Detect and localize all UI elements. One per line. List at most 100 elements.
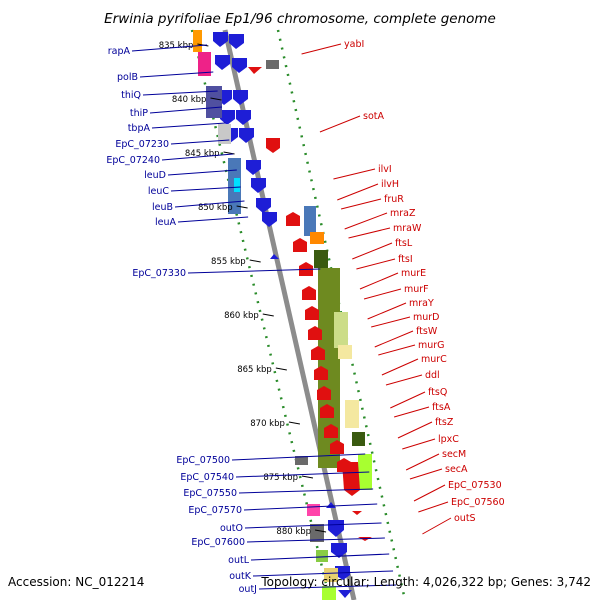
forward-gene-arrow <box>239 128 254 143</box>
right-gene-label: ilvH <box>381 179 399 190</box>
right-gene-label: mraY <box>409 298 434 309</box>
right-leader-line <box>409 468 443 480</box>
left-gene-label: outO <box>220 523 243 534</box>
left-gene-label: polB <box>117 72 138 83</box>
reverse-gene-arrow <box>324 424 338 438</box>
right-leader-line <box>397 421 433 439</box>
left-gene-label: leuD <box>144 170 166 181</box>
feature-block <box>206 86 222 118</box>
right-leader-line <box>356 258 396 270</box>
reverse-gene-arrow <box>330 440 344 454</box>
right-gene-label: ftsQ <box>428 387 447 398</box>
forward-gene-arrow <box>215 55 230 70</box>
feature-block <box>307 504 320 516</box>
forward-gene-arrow <box>213 32 228 47</box>
forward-gene-arrow <box>220 110 235 125</box>
right-gene-label: murC <box>421 354 447 365</box>
left-leader-line <box>161 153 234 161</box>
left-leader-line <box>142 90 218 96</box>
left-gene-label: tbpA <box>128 123 151 134</box>
left-leader-line <box>170 139 230 145</box>
feature-block <box>218 124 231 144</box>
reverse-gene-arrow <box>308 326 322 340</box>
reverse-gene-arrow <box>302 286 316 300</box>
kbp-tick-label: 865 kbp <box>237 365 272 375</box>
reverse-gene-arrow <box>286 212 300 226</box>
left-leader-line <box>170 186 241 192</box>
outer-dotted-circle <box>276 29 407 600</box>
gene-labels: rapA polB thiQ thiP tbpA EpC_07230 EpC_07240le… <box>106 39 504 595</box>
right-gene-label: EpC_07530 <box>448 480 502 491</box>
left-leader-line <box>177 216 249 223</box>
position-ticks: 835 kbp 840 kbp 845 kbp 850 kbp 855 kbp 860 k… <box>159 41 327 537</box>
kbp-tick-mark <box>210 97 222 101</box>
feature-block <box>266 60 279 69</box>
reverse-gene-arrow <box>305 306 319 320</box>
right-leader-line <box>367 302 407 320</box>
left-gene-label: EpC_07240 <box>106 155 160 166</box>
left-gene-label: EpC_07550 <box>183 488 237 499</box>
right-gene-label: ddl <box>425 370 440 381</box>
left-leader-line <box>149 106 222 114</box>
kbp-tick-mark <box>262 313 274 317</box>
right-gene-label: murE <box>401 268 426 279</box>
left-leader-line <box>250 553 390 561</box>
right-gene-label: ftsL <box>395 238 413 249</box>
feature-block <box>352 432 365 446</box>
right-gene-label: murF <box>404 284 429 295</box>
left-leader-line <box>252 570 394 577</box>
feature-block <box>234 178 240 192</box>
right-leader-line <box>319 115 361 133</box>
right-gene-label: ftsA <box>432 402 451 413</box>
right-gene-label: secA <box>445 464 468 475</box>
feature-block <box>334 312 348 348</box>
forward-gene-arrow <box>270 254 279 259</box>
left-leader-line <box>244 522 382 529</box>
map-title: Erwinia pyrifoliae Ep1/96 chromosome, co… <box>104 11 496 27</box>
kbp-tick-mark <box>314 529 327 533</box>
feature-block <box>193 30 202 52</box>
accession-text: Accession: NC_012214 <box>8 575 144 589</box>
left-gene-label: EpC_07230 <box>115 139 169 150</box>
kbp-tick-label: 880 kbp <box>276 527 311 537</box>
forward-gene-arrow <box>236 110 251 125</box>
left-leader-line <box>151 122 226 129</box>
reverse-gene-arrow <box>293 238 307 252</box>
right-gene-label: ftsW <box>416 326 438 337</box>
right-leader-line <box>352 242 393 260</box>
right-leader-line <box>385 374 423 386</box>
right-gene-label: EpC_07560 <box>451 497 505 508</box>
forward-gene-arrow <box>256 198 271 213</box>
right-leader-line <box>363 288 402 300</box>
left-gene-label: outL <box>228 555 250 566</box>
right-gene-label: yabI <box>344 39 364 50</box>
right-gene-label: secM <box>442 449 466 460</box>
feature-block <box>310 524 324 542</box>
right-leader-line <box>405 453 440 471</box>
right-leader-line <box>359 272 399 290</box>
left-leader-line <box>231 453 366 461</box>
kbp-tick-mark <box>301 475 314 479</box>
right-leader-line <box>344 212 388 230</box>
right-gene-label: ftsI <box>398 254 413 265</box>
feature-rings <box>190 29 407 600</box>
left-leader-line <box>187 268 321 274</box>
left-leader-line <box>131 44 208 52</box>
right-gene-label: outS <box>454 513 476 524</box>
right-leader-line <box>418 501 449 513</box>
left-gene-label: thiP <box>130 108 148 119</box>
right-leader-line <box>393 406 430 418</box>
right-leader-line <box>348 227 391 239</box>
forward-gene-arrow <box>262 212 277 227</box>
feature-block <box>316 550 328 562</box>
left-gene-label: EpC_07600 <box>191 537 245 548</box>
left-gene-label: leuC <box>148 186 170 197</box>
kbp-tick-mark <box>236 205 248 209</box>
left-gene-label: EpC_07540 <box>180 472 234 483</box>
right-leader-line <box>390 391 426 409</box>
genome-summary-text: Topology: circular; Length: 4,026,322 bp… <box>260 575 591 589</box>
right-leader-line <box>333 168 376 180</box>
feature-block <box>295 456 308 465</box>
right-gene-label: mraZ <box>390 208 416 219</box>
kbp-tick-label: 845 kbp <box>185 149 220 159</box>
